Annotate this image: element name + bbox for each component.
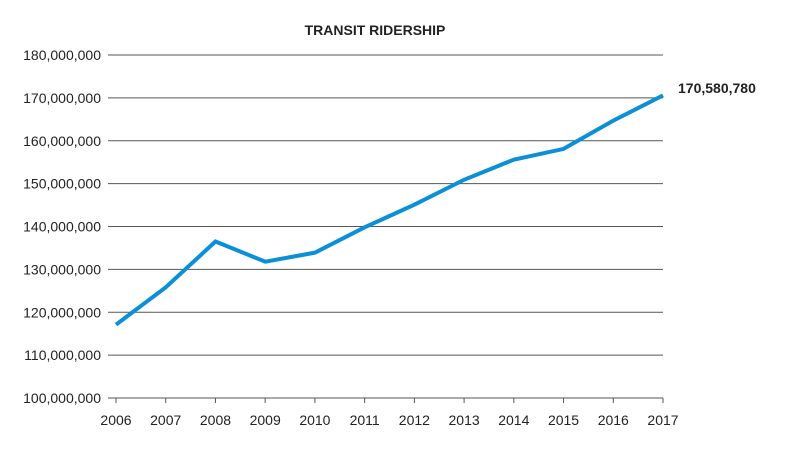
x-tick-label: 2013 xyxy=(449,412,480,428)
y-tick-label: 160,000,000 xyxy=(23,133,101,149)
x-tick-label: 2014 xyxy=(498,412,529,428)
x-tick-label: 2012 xyxy=(399,412,430,428)
x-axis-ticks: 2006 2007 2008 2009 2010 2011 2012 2013 2014 2015… xyxy=(100,398,678,428)
x-tick-label: 2015 xyxy=(548,412,579,428)
x-tick-label: 2006 xyxy=(100,412,131,428)
series-layer xyxy=(116,95,663,324)
y-tick-label: 100,000,000 xyxy=(23,390,101,406)
x-tick-label: 2008 xyxy=(200,412,231,428)
x-tick-label: 2011 xyxy=(350,412,380,428)
chart-title: TRANSIT RIDERSHIP xyxy=(305,22,446,38)
y-tick-label: 150,000,000 xyxy=(23,176,101,192)
last-value-label: 170,580,780 xyxy=(678,80,756,96)
x-tick-label: 2010 xyxy=(299,412,330,428)
y-tick-label: 130,000,000 xyxy=(23,261,101,277)
y-axis-ticks: 100,000,000 110,000,000 120,000,000 130,000… xyxy=(23,47,101,406)
y-tick-label: 180,000,000 xyxy=(23,47,101,63)
x-tick-label: 2009 xyxy=(250,412,281,428)
x-tick-label: 2007 xyxy=(150,412,181,428)
y-tick-label: 120,000,000 xyxy=(23,304,101,320)
y-tick-label: 170,000,000 xyxy=(23,90,101,106)
x-tick-label: 2017 xyxy=(647,412,678,428)
x-tick-label: 2016 xyxy=(598,412,629,428)
series-line xyxy=(116,95,663,324)
y-tick-label: 140,000,000 xyxy=(23,219,101,235)
gridlines xyxy=(108,55,663,398)
y-tick-label: 110,000,000 xyxy=(24,347,101,363)
